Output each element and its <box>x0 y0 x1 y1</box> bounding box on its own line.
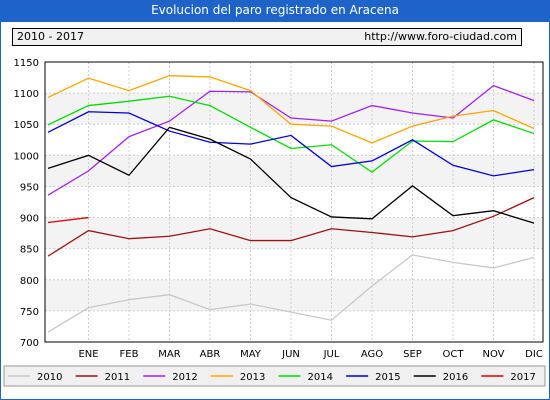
x-tick-label: FEB <box>120 349 139 360</box>
year-range: 2010 - 2017 <box>17 30 84 43</box>
source-url: http://www.foro-ciudad.com <box>364 30 517 43</box>
plot-band <box>45 279 543 311</box>
series-line-2014 <box>47 95 535 173</box>
legend-box <box>3 365 546 387</box>
series-line-2017 <box>47 216 89 224</box>
series-line-2013 <box>47 75 535 144</box>
series-line-2015 <box>47 111 535 177</box>
x-tick-label: ENE <box>78 349 98 360</box>
legend-label-2017: 2017 <box>510 372 535 383</box>
x-tick-label: DIC <box>525 349 543 360</box>
y-tick-label: 1000 <box>14 151 39 162</box>
x-tick-label: JUN <box>281 349 300 360</box>
series-line-2012 <box>47 84 535 196</box>
y-tick-label: 950 <box>20 182 39 193</box>
y-tick-label: 750 <box>20 307 39 318</box>
x-tick-label: MAY <box>240 349 262 360</box>
x-tick-label: AGO <box>361 349 383 360</box>
series-line-2010 <box>47 254 535 333</box>
legend-label-2010: 2010 <box>37 372 62 383</box>
series-line-2011 <box>47 197 535 257</box>
plot-band <box>45 155 543 187</box>
y-tick-label: 1050 <box>14 120 39 131</box>
x-tick-label: JUL <box>323 349 340 360</box>
y-tick-label: 850 <box>20 245 39 256</box>
x-tick-label: SEP <box>403 349 422 360</box>
y-tick-label: 1100 <box>14 89 39 100</box>
legend-label-2011: 2011 <box>105 372 130 383</box>
title-bar: Evolucion del paro registrado en Aracena <box>0 0 550 22</box>
legend-label-2015: 2015 <box>375 372 400 383</box>
legend-label-2013: 2013 <box>240 372 265 383</box>
chart-title: Evolucion del paro registrado en Aracena <box>151 3 399 17</box>
plot-border <box>44 61 544 343</box>
legend-label-2012: 2012 <box>172 372 197 383</box>
y-tick-label: 800 <box>20 276 39 287</box>
y-tick-label: 1150 <box>14 58 39 69</box>
y-tick-label: 700 <box>20 338 39 349</box>
x-tick-label: MAR <box>158 349 180 360</box>
info-box: 2010 - 2017 http://www.foro-ciudad.com <box>12 28 522 46</box>
legend-label-2014: 2014 <box>308 372 333 383</box>
series-line-2016 <box>47 126 535 224</box>
legend-label-2016: 2016 <box>443 372 468 383</box>
x-tick-label: OCT <box>443 349 465 360</box>
plot-band <box>45 93 543 125</box>
y-tick-label: 900 <box>20 214 39 225</box>
x-tick-label: ABR <box>200 349 221 360</box>
plot-band <box>45 217 543 249</box>
x-tick-label: NOV <box>482 349 504 360</box>
